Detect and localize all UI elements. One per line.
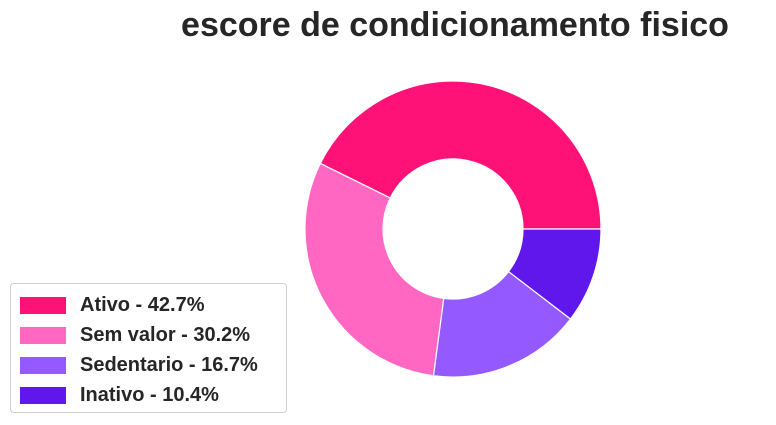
donut-slice-sem-valor bbox=[304, 162, 445, 377]
donut-slice-sedentario bbox=[432, 270, 572, 378]
donut-slice-ativo bbox=[319, 80, 602, 230]
donut-slice-inativo bbox=[507, 228, 602, 320]
donut-slices bbox=[304, 80, 602, 378]
legend-label-sem-valor: Sem valor - 30.2% bbox=[80, 323, 251, 346]
legend-item-inativo: Inativo - 10.4% bbox=[20, 380, 286, 410]
chart-legend: Ativo - 42.7% Sem valor - 30.2% Sedentar… bbox=[10, 283, 287, 413]
legend-label-inativo: Inativo - 10.4% bbox=[80, 383, 219, 406]
legend-label-sedentario: Sedentario - 16.7% bbox=[80, 353, 258, 376]
legend-item-sem-valor: Sem valor - 30.2% bbox=[20, 320, 286, 350]
legend-item-sedentario: Sedentario - 16.7% bbox=[20, 350, 286, 380]
legend-swatch-ativo bbox=[20, 296, 66, 314]
legend-swatch-inativo bbox=[20, 386, 66, 404]
chart-title: escore de condicionamento fisico bbox=[181, 6, 729, 44]
legend-swatch-sedentario bbox=[20, 356, 66, 374]
legend-item-ativo: Ativo - 42.7% bbox=[20, 290, 286, 320]
legend-label-ativo: Ativo - 42.7% bbox=[80, 293, 205, 316]
legend-swatch-sem-valor bbox=[20, 326, 66, 344]
